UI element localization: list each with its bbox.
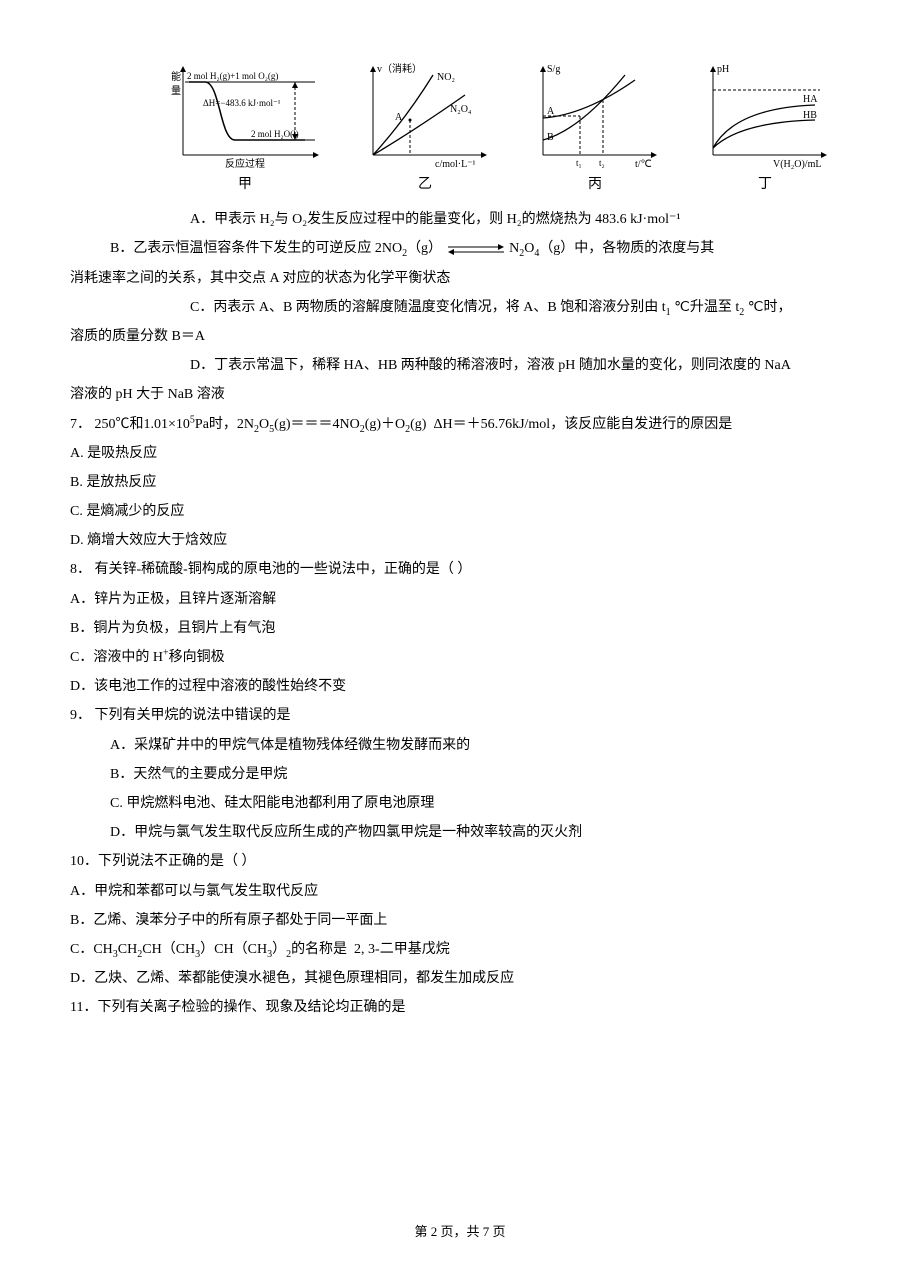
ding-xlabel: V(H₂O)/mL (773, 159, 821, 170)
opt-b: B．乙表示恒温恒容条件下发生的可逆反应 2NO2（g） N2O4（g）中，各物质… (110, 241, 714, 256)
jia-top-text: 2 mol H₂(g)+1 mol O₂(g) (187, 71, 278, 81)
jia-ylabel-top: 能 (171, 70, 181, 83)
yi-curve1: NO₂ (437, 72, 455, 83)
jia-bottom-text: 2 mol H₂O(l) (251, 129, 299, 139)
diagram-jia-label: 甲 (238, 172, 252, 197)
page-footer: 第 2 页，共 7 页 (0, 1220, 920, 1243)
q7-c: C. 是熵减少的反应 (70, 499, 850, 524)
ding-ylabel: pH (717, 64, 729, 75)
q10-stem: 10．下列说法不正确的是（ ） (70, 849, 850, 874)
q9-b: B．天然气的主要成分是甲烷 (70, 762, 850, 787)
q8-b: B．铜片为负极，且铜片上有气泡 (70, 616, 850, 641)
q10-d: D．乙炔、乙烯、苯都能使溴水褪色，其褪色原理相同，都发生加成反应 (70, 966, 850, 991)
opt-d: D．丁表示常温下，稀释 HA、HB 两种酸的稀溶液时，溶液 pH 随加水量的变化… (70, 353, 850, 378)
bing-b: B (547, 132, 554, 143)
jia-delta: ΔH=−483.6 kJ·mol⁻¹ (203, 98, 281, 108)
ding-ha: HA (803, 94, 818, 105)
q8-c: C．溶液中的 H+移向铜极 (70, 645, 850, 670)
q9-c: C. 甲烷燃料电池、硅太阳能电池都利用了原电池原理 (70, 791, 850, 816)
diagram-ding: pH HA HB V(H₂O)/mL 丁 (695, 60, 835, 197)
ding-hb: HB (803, 110, 817, 121)
yi-ylabel: v（消耗） (377, 62, 422, 75)
bing-ylabel: S/g (547, 64, 560, 75)
yi-curve2: N₂O₄ (450, 104, 472, 115)
diagram-bing-label: 丙 (588, 172, 602, 197)
diagram-jia: 能 量 2 mol H₂(g)+1 mol O₂(g) 2 mol H₂O(l)… (165, 60, 325, 197)
opt-a: A．甲表示 H₂与 O₂发生反应过程中的能量变化，则 H₂的燃烧热为 483.6… (70, 207, 850, 232)
q9-stem: 9． 下列有关甲烷的说法中错误的是 (70, 703, 850, 728)
q9-a: A．采煤矿井中的甲烷气体是植物残体经微生物发酵而来的 (70, 733, 850, 758)
q9-d: D．甲烷与氯气发生取代反应所生成的产物四氯甲烷是一种效率较高的灭火剂 (70, 820, 850, 845)
bing-a: A (547, 106, 555, 117)
q8-stem: 8． 有关锌-稀硫酸-铜构成的原电池的一些说法中，正确的是（ ） (70, 557, 850, 582)
q7-d: D. 熵增大效应大于焓效应 (70, 528, 850, 553)
bing-xlabel: t/℃ (635, 159, 652, 170)
opt-d-cont: 溶液的 pH 大于 NaB 溶液 (70, 382, 850, 407)
bing-t1: t₁ (576, 158, 582, 168)
jia-xlabel: 反应过程 (225, 157, 265, 170)
yi-xlabel: c/mol·L⁻¹ (435, 159, 476, 170)
q10-c: C．CH3CH2CH（CH3）CH（CH3）2的名称是 2, 3-二甲基戊烷 (70, 937, 850, 962)
q8-a: A．锌片为正极，且锌片逐渐溶解 (70, 587, 850, 612)
q7-a: A. 是吸热反应 (70, 441, 850, 466)
jia-ylabel-bottom: 量 (171, 85, 181, 97)
diagrams-row: 能 量 2 mol H₂(g)+1 mol O₂(g) 2 mol H₂O(l)… (150, 60, 850, 197)
q10-a: A．甲烷和苯都可以与氯气发生取代反应 (70, 879, 850, 904)
q11-stem: 11．下列有关离子检验的操作、现象及结论均正确的是 (70, 995, 850, 1020)
diagram-bing: S/g A B t₁ t₂ t/℃ 丙 (525, 60, 665, 197)
diagram-yi-label: 乙 (418, 172, 432, 197)
opt-b-cont: 消耗速率之间的关系，其中交点 A 对应的状态为化学平衡状态 (70, 266, 850, 291)
bing-t2: t₂ (599, 158, 605, 168)
diagram-yi: v（消耗） A NO₂ N₂O₄ c/mol·L⁻¹ 乙 (355, 60, 495, 197)
diagram-ding-label: 丁 (758, 172, 772, 197)
yi-point-a: A (395, 112, 403, 123)
q8-d: D．该电池工作的过程中溶液的酸性始终不变 (70, 674, 850, 699)
opt-c-cont: 溶质的质量分数 B＝A (70, 324, 850, 349)
q7-b: B. 是放热反应 (70, 470, 850, 495)
body-text: A．甲表示 H₂与 O₂发生反应过程中的能量变化，则 H₂的燃烧热为 483.6… (70, 207, 850, 1020)
q7-stem: 7． 250℃和1.01×105Pa时，2N2O5(g)＝＝＝4NO2(g)＋O… (70, 412, 850, 437)
q10-b: B．乙烯、溴苯分子中的所有原子都处于同一平面上 (70, 908, 850, 933)
opt-c: C．丙表示 A、B 两物质的溶解度随温度变化情况，将 A、B 饱和溶液分别由 t… (70, 295, 850, 320)
